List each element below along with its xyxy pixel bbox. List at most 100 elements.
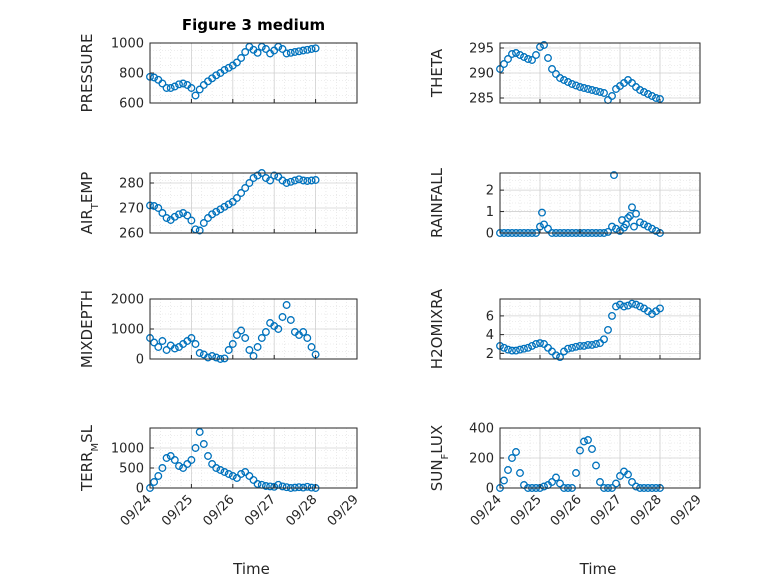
data-point [175, 462, 183, 470]
data-point [162, 346, 171, 354]
data-point [253, 171, 262, 180]
y-tick-label: 200 [469, 452, 494, 467]
data-point [538, 208, 546, 217]
data-point [604, 325, 612, 334]
data-point [512, 448, 520, 456]
data-point [584, 340, 592, 349]
x-tick-label: 09/25 [508, 492, 545, 529]
data-point [630, 222, 638, 231]
axes-box [499, 298, 701, 360]
data-point [632, 300, 640, 309]
data-point [584, 436, 592, 444]
data-point [224, 200, 233, 209]
data-point [656, 304, 664, 313]
data-point [158, 79, 167, 88]
data-point [241, 48, 250, 56]
y-tick-label: 295 [469, 42, 494, 57]
data-point [568, 343, 576, 352]
data-point [299, 328, 308, 336]
data-point [516, 469, 524, 477]
data-point [307, 343, 316, 351]
x-tick-label: 09/28 [628, 492, 665, 529]
data-point [187, 216, 196, 225]
y-tick-label: 0 [486, 227, 494, 242]
data-point [636, 218, 644, 227]
data-point [600, 335, 608, 344]
data-point [640, 220, 648, 229]
data-point [616, 300, 624, 309]
y-tick-label: 270 [119, 202, 144, 217]
data-point [162, 84, 171, 92]
y-tick-label: 260 [119, 227, 144, 242]
data-point [311, 44, 320, 53]
data-point [576, 446, 584, 455]
data-point [286, 48, 295, 57]
x-axis-label: Time [579, 560, 617, 578]
data-point [175, 210, 183, 219]
data-point [228, 340, 237, 348]
y-axis-label: RAINFALL [428, 167, 446, 238]
y-axis-label: TERRMSL [78, 424, 101, 492]
data-point [162, 454, 171, 462]
data-point [580, 84, 588, 92]
data-point [552, 70, 560, 78]
data-point [620, 302, 628, 311]
data-point [548, 478, 556, 486]
data-point [278, 176, 287, 185]
x-tick-label: 09/25 [159, 492, 196, 529]
data-point [628, 203, 636, 212]
data-point [199, 440, 208, 448]
data-point [261, 45, 270, 53]
data-point [508, 50, 516, 58]
y-tick-label: 400 [469, 422, 494, 437]
data-point [220, 66, 229, 74]
data-point [636, 302, 644, 311]
data-point [544, 224, 552, 233]
data-point [632, 209, 640, 218]
data-point [572, 342, 580, 351]
data-point [166, 452, 175, 460]
data-point [237, 189, 246, 197]
data-point [592, 461, 600, 470]
data-point [588, 86, 596, 94]
subplot-1: 600 800 1000 PRESSURE Figure 3 medium [78, 16, 358, 112]
data-point [220, 468, 229, 476]
data-point [632, 482, 640, 491]
data-point [150, 73, 159, 82]
data-point [528, 56, 536, 64]
data-point [564, 78, 572, 86]
data-point [536, 339, 544, 348]
axes-box [149, 42, 358, 104]
data-point [261, 174, 270, 182]
data-point [600, 89, 608, 97]
data-point [508, 454, 516, 462]
y-tick-label: 2 [486, 347, 494, 362]
data-point [512, 49, 520, 57]
data-point [536, 43, 544, 51]
y-tick-label: 800 [119, 67, 144, 82]
data-point [648, 224, 656, 233]
data-point [154, 472, 163, 480]
data-point [508, 346, 516, 355]
y-axis-label: H2OMIXRA [428, 288, 446, 369]
subplot-5: 0 1000 2000 MIXDEPTH [78, 290, 358, 368]
subplot-7: 0 500 1000 TERRMSL 09/24 09/25 09/26 09/27 09/28… [78, 424, 362, 578]
data-point [636, 86, 644, 94]
subplot-3: 260 270 280 AIRTEMP [78, 169, 358, 242]
data-point [237, 326, 246, 335]
data-point [504, 345, 512, 354]
y-tick-label: 1 [486, 205, 494, 220]
data-point [628, 79, 636, 87]
data-point [580, 437, 588, 446]
data-point [154, 343, 163, 351]
data-point [249, 174, 258, 182]
data-point [253, 48, 262, 57]
data-point [572, 81, 580, 90]
data-point [245, 472, 254, 480]
data-point [532, 51, 540, 59]
data-point [540, 220, 548, 229]
data-point [220, 202, 229, 211]
data-point [253, 343, 262, 351]
data-point [556, 479, 564, 488]
